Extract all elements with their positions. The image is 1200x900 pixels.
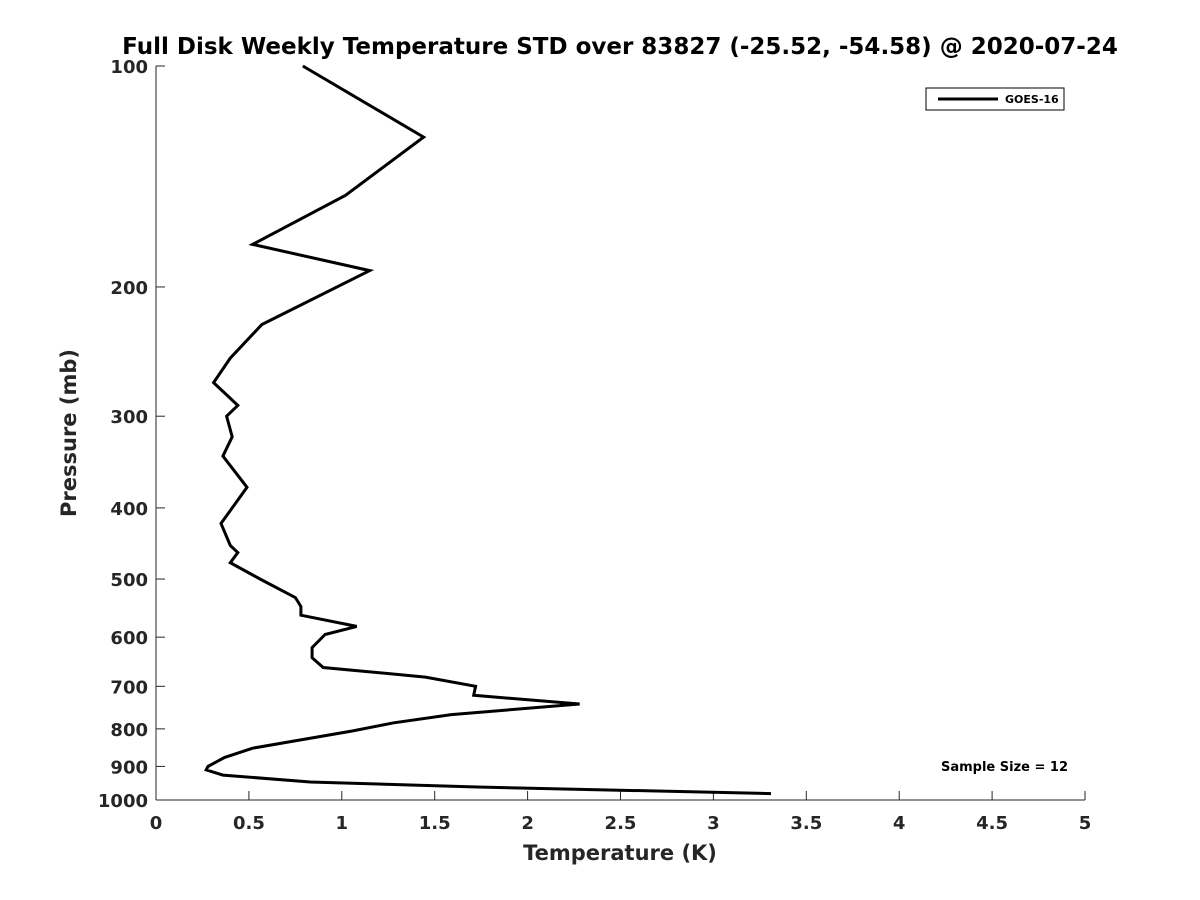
series-layer <box>204 64 772 796</box>
plot-area <box>155 66 1085 801</box>
x-tick-label: 0.5 <box>233 813 265 834</box>
y-axis-label: Pressure (mb) <box>57 349 81 517</box>
x-axis-label: Temperature (K) <box>523 841 717 865</box>
y-tick-label: 1000 <box>98 791 148 812</box>
series-line-goes-16 <box>204 64 772 796</box>
y-tick-label: 600 <box>110 628 148 649</box>
chart-title: Full Disk Weekly Temperature STD over 83… <box>122 34 1118 60</box>
y-tick-label: 300 <box>110 407 148 428</box>
x-tick-label: 4.5 <box>976 813 1008 834</box>
y-tick-label: 200 <box>110 278 148 299</box>
x-tick-label: 1 <box>336 813 349 834</box>
x-tick-label: 1.5 <box>419 813 451 834</box>
legend: GOES-16 <box>925 87 1065 111</box>
x-tick-label: 0 <box>150 813 163 834</box>
y-axis-ticks: 100 200 300 400 500 600 700 800 900 1000 <box>98 57 165 812</box>
x-tick-label: 3 <box>707 813 720 834</box>
y-tick-label: 800 <box>110 720 148 741</box>
x-tick-label: 2 <box>521 813 534 834</box>
x-tick-label: 2.5 <box>605 813 637 834</box>
legend-label-goes-16: GOES-16 <box>1005 93 1059 106</box>
y-tick-label: 100 <box>110 57 148 78</box>
x-tick-label: 4 <box>893 813 906 834</box>
y-tick-label: 900 <box>110 757 148 778</box>
x-tick-label: 5 <box>1079 813 1092 834</box>
y-tick-label: 400 <box>110 499 148 520</box>
x-axis-ticks: 0 0.5 1 1.5 2 2.5 3 3.5 4 4.5 5 <box>150 791 1092 834</box>
sample-size-annotation: Sample Size = 12 <box>941 760 1068 775</box>
x-tick-label: 3.5 <box>790 813 822 834</box>
y-tick-label: 500 <box>110 570 148 591</box>
y-tick-label: 700 <box>110 677 148 698</box>
